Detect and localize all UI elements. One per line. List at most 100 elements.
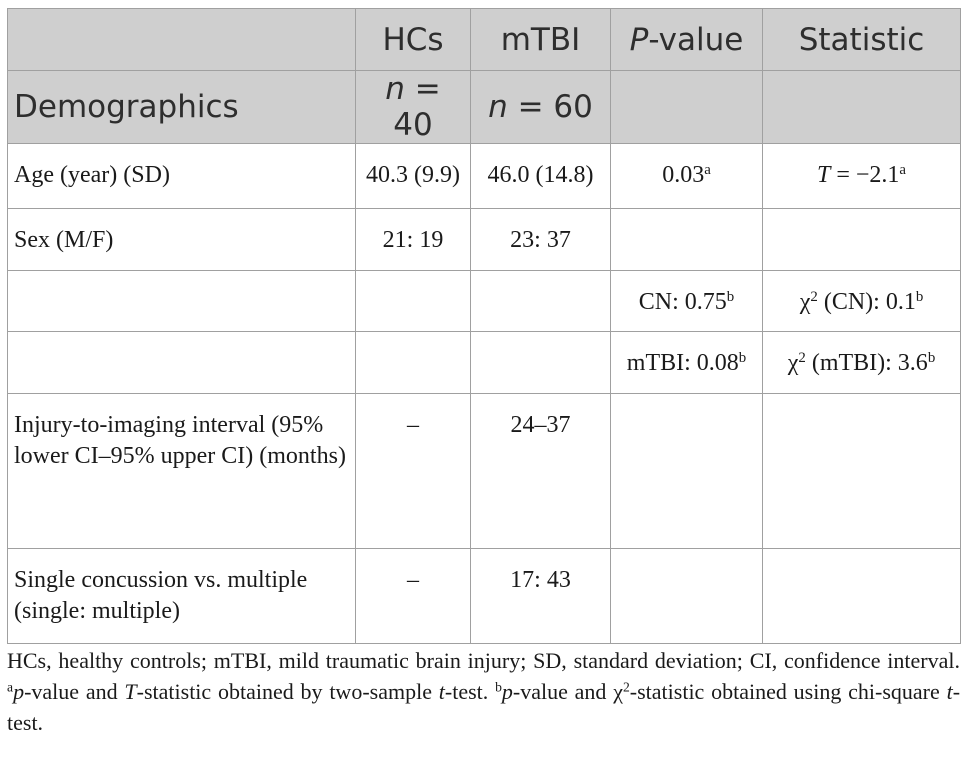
cell xyxy=(762,208,961,271)
cell: 21: 19 xyxy=(355,208,471,271)
text-run: mTBI xyxy=(500,21,581,58)
cell: Injury-to-imaging interval (95% lower CI… xyxy=(7,393,356,549)
text-run: -statistic obtained by two-sample xyxy=(136,679,439,704)
text-run: (CN): 0.1 xyxy=(817,289,916,315)
cell: Statistic xyxy=(762,8,961,71)
cell xyxy=(355,270,471,332)
text-run: 24–37 xyxy=(510,412,571,438)
text-run: Injury-to-imaging interval (95% lower CI… xyxy=(14,412,346,469)
cell: T = −2.1a xyxy=(762,143,961,209)
cell: Sex (M/F) xyxy=(7,208,356,271)
text-run: n xyxy=(385,71,405,107)
text-run: p xyxy=(13,679,25,704)
cell xyxy=(7,8,356,71)
cell xyxy=(470,270,611,332)
superscript: a xyxy=(899,161,907,178)
text-run: -value and χ xyxy=(512,679,623,704)
text-run: t xyxy=(946,679,953,704)
text-run: -value xyxy=(648,21,744,58)
cell: 17: 43 xyxy=(470,548,611,644)
text-run: 0.03 xyxy=(662,162,705,188)
cell: Demographics xyxy=(7,70,356,144)
cell: HCs xyxy=(355,8,471,71)
body-row: CN: 0.75b χ2 (CN): 0.1b xyxy=(7,270,961,332)
cell xyxy=(610,393,763,549)
superscript: 2 xyxy=(798,349,806,366)
cell: n = 40 xyxy=(355,70,471,144)
cell: – xyxy=(355,393,471,549)
superscript: a xyxy=(7,679,14,695)
body-row: Sex (M/F) 21: 19 23: 37 xyxy=(7,208,961,271)
superscript: b xyxy=(495,679,502,695)
text-run: -statistic obtained using chi-square xyxy=(629,679,947,704)
body-row: Injury-to-imaging interval (95% lower CI… xyxy=(7,393,961,549)
cell xyxy=(610,548,763,644)
cell xyxy=(762,548,961,644)
cell xyxy=(7,270,356,332)
text-run: HCs xyxy=(382,21,444,58)
body-row: Single concussion vs. multiple (single: … xyxy=(7,548,961,644)
text-run: p xyxy=(501,679,513,704)
text-run: 23: 37 xyxy=(510,227,571,253)
text-run: = 60 xyxy=(507,89,593,125)
demographics-table: HCs mTBI P-value Statistic Demographics n = 4… xyxy=(7,8,961,644)
text-run: = 40 xyxy=(393,71,441,143)
superscript: a xyxy=(704,161,711,178)
body-row: Age (year) (SD) 40.3 (9.9) 46.0 (14.8) 0.03… xyxy=(7,143,961,209)
text-run: Statistic xyxy=(798,21,925,58)
cell xyxy=(610,70,763,144)
cell: n = 60 xyxy=(470,70,611,144)
text-run: T xyxy=(124,679,137,704)
cell: – xyxy=(355,548,471,644)
cell: 46.0 (14.8) xyxy=(470,143,611,209)
text-run: Single concussion vs. multiple (single: … xyxy=(14,567,308,624)
cell: 23: 37 xyxy=(470,208,611,271)
text-run: χ xyxy=(799,289,811,315)
cell xyxy=(762,393,961,549)
text-run: t xyxy=(438,679,445,704)
text-run: -test. xyxy=(444,679,496,704)
head-row: HCs mTBI P-value Statistic xyxy=(7,8,961,71)
cell xyxy=(355,331,471,394)
text-run: 17: 43 xyxy=(510,567,571,593)
text-run: HCs, healthy controls; mTBI, mild trauma… xyxy=(7,648,960,673)
text-run: mTBI: 0.08 xyxy=(626,350,739,376)
text-run: -test. xyxy=(7,679,961,735)
cell: Age (year) (SD) xyxy=(7,143,356,209)
cell: CN: 0.75b xyxy=(610,270,763,332)
superscript: 2 xyxy=(622,679,630,695)
superscript: 2 xyxy=(810,288,818,305)
text-run: n xyxy=(488,89,508,125)
cell xyxy=(610,208,763,271)
superscript: b xyxy=(915,288,924,305)
cell: 0.03a xyxy=(610,143,763,209)
text-run: (mTBI): 3.6 xyxy=(805,350,928,376)
cell: 40.3 (9.9) xyxy=(355,143,471,209)
text-run: Sex (M/F) xyxy=(14,227,114,253)
cell: mTBI: 0.08b xyxy=(610,331,763,394)
text-run: Age (year) (SD) xyxy=(14,162,170,188)
superscript: b xyxy=(738,349,747,366)
text-run: = −2.1 xyxy=(830,162,900,188)
text-run: Demographics xyxy=(14,89,239,125)
superscript: b xyxy=(726,288,735,305)
text-run: P xyxy=(629,21,649,58)
cell xyxy=(7,331,356,394)
text-run: 21: 19 xyxy=(382,227,444,253)
cell: P-value xyxy=(610,8,763,71)
text-run: -value and xyxy=(24,679,125,704)
text-run: 40.3 (9.9) xyxy=(366,162,460,188)
text-run: T xyxy=(816,162,831,188)
text-run: – xyxy=(407,412,419,438)
head-row: Demographics n = 40 n = 60 xyxy=(7,70,961,144)
cell xyxy=(762,70,961,144)
cell: mTBI xyxy=(470,8,611,71)
cell: Single concussion vs. multiple (single: … xyxy=(7,548,356,644)
text-run: 46.0 (14.8) xyxy=(487,162,594,188)
text-run: CN: 0.75 xyxy=(638,289,727,315)
footnote: HCs, healthy controls; mTBI, mild trauma… xyxy=(7,645,960,738)
superscript: b xyxy=(927,349,936,366)
cell: χ2 (CN): 0.1b xyxy=(762,270,961,332)
cell: χ2 (mTBI): 3.6b xyxy=(762,331,961,394)
